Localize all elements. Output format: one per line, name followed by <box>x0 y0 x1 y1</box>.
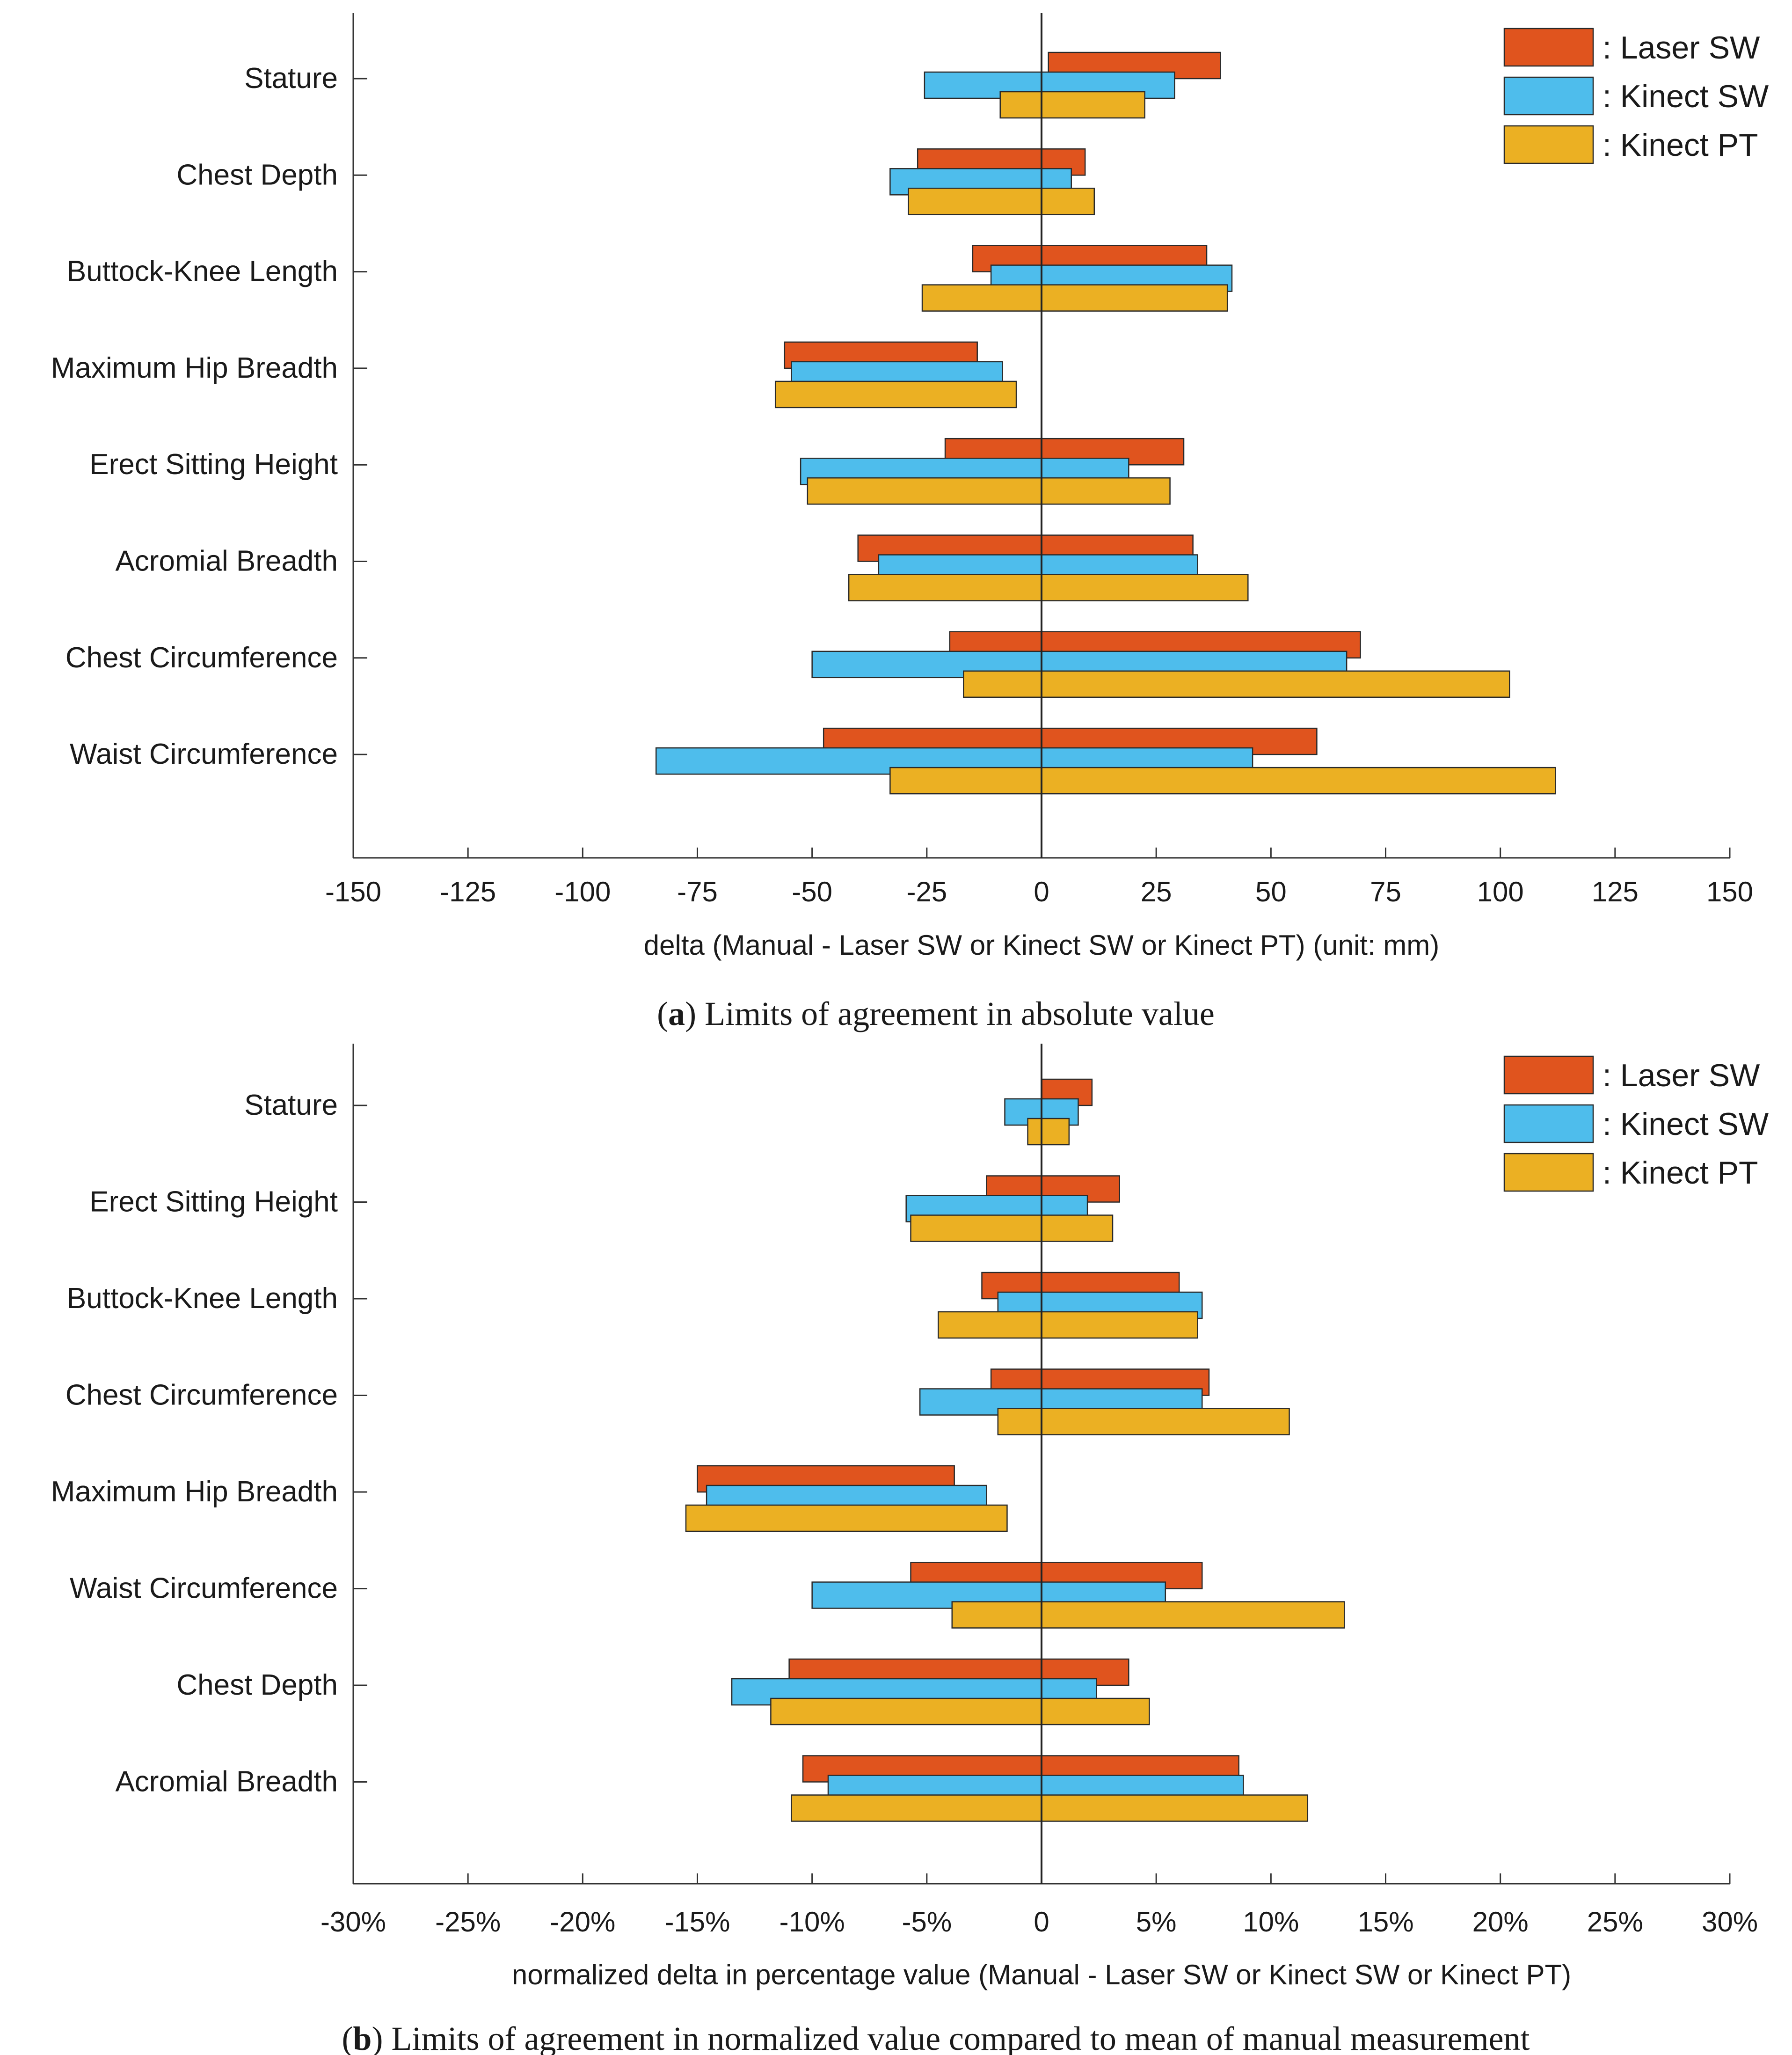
bar-kinect-pt <box>889 767 1556 795</box>
legend-label: : Kinect PT <box>1603 127 1758 163</box>
x-tick-label: 30% <box>1702 1906 1758 1938</box>
bar-kinect-pt <box>963 670 1510 698</box>
category-label: Stature <box>244 1089 338 1121</box>
legend-swatch <box>1503 28 1594 67</box>
x-axis-label: normalized delta in percentage value (Ma… <box>512 1959 1571 1990</box>
category-label: Stature <box>244 62 338 95</box>
legend-prefix: : <box>1603 127 1620 163</box>
bar-kinect-pt <box>848 574 1249 601</box>
x-tick-label: -75 <box>677 876 718 907</box>
x-tick-label: 5% <box>1136 1906 1177 1938</box>
legend-series-name: Kinect SW <box>1620 1106 1769 1142</box>
x-tick-label: 25% <box>1587 1906 1643 1938</box>
legend-prefix: : <box>1603 1155 1620 1191</box>
legend-label: : Kinect PT <box>1603 1155 1758 1191</box>
x-tick-label: 10% <box>1243 1906 1299 1938</box>
category-label: Chest Circumference <box>66 1379 338 1411</box>
chart-panel-b: -30% -25% -20% -15% -10% -5% 0 5% 10% 15% 20% 25% 30… <box>51 1044 1769 2055</box>
category-label: Buttock-Knee Length <box>67 256 338 288</box>
bar-kinect-pt <box>685 1504 1008 1532</box>
figure-caption: (a) Limits of agreement in absolute valu… <box>657 995 1215 1032</box>
legend-series-name: Kinect SW <box>1620 79 1769 114</box>
category-label: Waist Circumference <box>70 738 338 770</box>
category-label: Chest Depth <box>176 159 338 191</box>
bar-kinect-pt <box>938 1311 1198 1339</box>
x-tick-label: 100 <box>1477 876 1524 907</box>
bar-kinect-pt <box>910 1214 1114 1242</box>
category-label: Chest Circumference <box>66 642 338 674</box>
bar-kinect-pt <box>1027 1118 1070 1146</box>
legend-prefix: : <box>1603 1106 1620 1142</box>
bar-kinect-pt <box>774 380 1017 409</box>
bar-kinect-pt <box>997 1408 1290 1435</box>
x-tick-label: 75 <box>1370 876 1401 907</box>
legend-swatch <box>1503 1055 1594 1095</box>
caption-paren: ( <box>657 995 668 1032</box>
category-label: Waist Circumference <box>70 1572 338 1605</box>
caption-text: Limits of agreement in absolute value <box>705 995 1215 1032</box>
caption-text: Limits of agreement in normalized value … <box>391 2020 1530 2055</box>
x-tick-label: 150 <box>1706 876 1753 907</box>
x-tick-label: 0 <box>1034 876 1049 907</box>
legend: : Laser SW: Kinect SW: Kinect PT <box>1503 28 1769 164</box>
caption-letter: a <box>668 995 685 1032</box>
caption-paren: ) <box>372 2020 391 2055</box>
category-label: Buttock-Knee Length <box>67 1282 338 1315</box>
x-tick-label: 50 <box>1255 876 1287 907</box>
bar-kinect-pt <box>921 284 1228 312</box>
x-tick-label: 15% <box>1357 1906 1413 1938</box>
bar-kinect-pt <box>807 477 1171 505</box>
chart-panel-a: -150 -125 -100 -75 -50 -25 0 25 50 75 100 125 150 del… <box>51 13 1769 1032</box>
figure-caption: (b) Limits of agreement in normalized va… <box>342 2020 1530 2055</box>
caption-paren: ) <box>685 995 705 1032</box>
caption-paren: ( <box>342 2020 353 2055</box>
category-label: Maximum Hip Breadth <box>51 352 338 384</box>
x-tick-label: 0 <box>1034 1906 1049 1938</box>
legend-series-name: Laser SW <box>1620 1058 1760 1093</box>
bar-kinect-pt <box>999 91 1145 119</box>
x-tick-label: -25 <box>906 876 947 907</box>
legend-swatch <box>1503 1153 1594 1192</box>
caption-letter: b <box>353 2020 372 2055</box>
legend-label: : Laser SW <box>1603 30 1760 66</box>
legend: : Laser SW: Kinect SW: Kinect PT <box>1503 1055 1769 1192</box>
category-label: Maximum Hip Breadth <box>51 1476 338 1508</box>
legend-swatch <box>1503 1104 1594 1143</box>
legend-series-name: Kinect PT <box>1620 127 1758 163</box>
x-tick-label: -125 <box>440 876 496 907</box>
bar-kinect-pt <box>770 1697 1150 1726</box>
x-tick-label: 20% <box>1472 1906 1529 1938</box>
x-tick-label: 25 <box>1141 876 1172 907</box>
x-tick-label: -15% <box>664 1906 730 1938</box>
legend-prefix: : <box>1603 30 1620 66</box>
x-tick-label: -25% <box>435 1906 501 1938</box>
x-tick-label: -10% <box>779 1906 845 1938</box>
x-tick-label: -150 <box>325 876 381 907</box>
legend-prefix: : <box>1603 1058 1620 1093</box>
legend-series-name: Kinect PT <box>1620 1155 1758 1191</box>
legend-prefix: : <box>1603 79 1620 114</box>
category-label: Erect Sitting Height <box>89 1186 338 1218</box>
category-label: Acromial Breadth <box>115 1766 338 1798</box>
legend-swatch <box>1503 125 1594 164</box>
x-tick-label: -5% <box>902 1906 952 1938</box>
x-tick-label: -30% <box>321 1906 386 1938</box>
x-tick-label: -100 <box>554 876 611 907</box>
x-tick-label: 125 <box>1592 876 1639 907</box>
x-axis-label: delta (Manual - Laser SW or Kinect SW or… <box>644 929 1439 961</box>
bar-kinect-pt <box>951 1601 1345 1629</box>
category-label: Chest Depth <box>176 1669 338 1701</box>
category-label: Erect Sitting Height <box>89 448 338 481</box>
x-tick-label: -50 <box>792 876 832 907</box>
legend-series-name: Laser SW <box>1620 30 1760 66</box>
legend-label: : Kinect SW <box>1603 1106 1769 1142</box>
legend-label: : Kinect SW <box>1603 79 1769 114</box>
legend-label: : Laser SW <box>1603 1058 1760 1093</box>
legend-swatch <box>1503 76 1594 116</box>
x-tick-label: -20% <box>550 1906 615 1938</box>
bar-kinect-pt <box>908 188 1095 215</box>
bar-kinect-pt <box>791 1794 1309 1822</box>
category-label: Acromial Breadth <box>115 545 338 578</box>
